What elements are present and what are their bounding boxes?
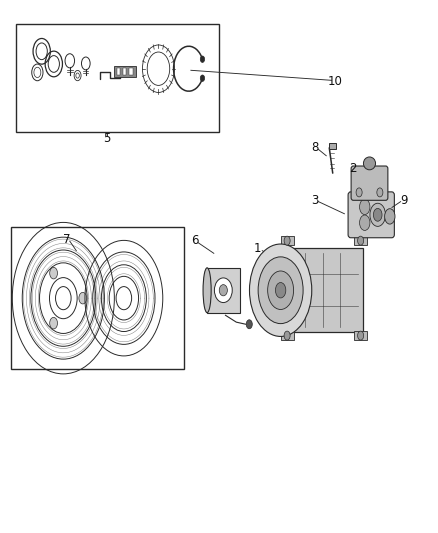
Ellipse shape	[284, 236, 290, 245]
Ellipse shape	[49, 317, 57, 329]
Ellipse shape	[373, 208, 382, 221]
Ellipse shape	[360, 215, 370, 230]
Ellipse shape	[258, 257, 303, 324]
Ellipse shape	[200, 56, 205, 62]
FancyBboxPatch shape	[348, 192, 394, 238]
Ellipse shape	[370, 203, 385, 227]
Bar	[123, 68, 127, 75]
Ellipse shape	[276, 282, 286, 298]
Ellipse shape	[377, 188, 383, 197]
Ellipse shape	[360, 199, 370, 215]
Ellipse shape	[356, 188, 362, 197]
Ellipse shape	[357, 236, 364, 245]
Bar	[281, 236, 293, 245]
Text: 2: 2	[350, 163, 357, 175]
Text: 8: 8	[311, 141, 319, 154]
Bar	[117, 68, 120, 75]
Ellipse shape	[200, 75, 205, 82]
Ellipse shape	[219, 285, 227, 296]
Ellipse shape	[203, 268, 211, 313]
Ellipse shape	[268, 271, 293, 310]
Bar	[114, 66, 136, 77]
Ellipse shape	[357, 331, 364, 340]
Ellipse shape	[246, 320, 252, 329]
Ellipse shape	[79, 293, 87, 304]
Bar	[283, 248, 363, 333]
Ellipse shape	[385, 209, 395, 224]
Text: 5: 5	[103, 132, 110, 145]
Text: 3: 3	[311, 193, 319, 207]
FancyBboxPatch shape	[351, 166, 388, 200]
Bar	[129, 68, 133, 75]
Text: 1: 1	[254, 241, 261, 255]
Ellipse shape	[49, 268, 57, 279]
Bar	[281, 331, 293, 341]
Ellipse shape	[250, 244, 312, 336]
Text: 6: 6	[191, 234, 199, 247]
Text: 7: 7	[63, 232, 71, 246]
Bar	[16, 24, 219, 132]
Bar	[354, 236, 367, 245]
Ellipse shape	[284, 331, 290, 340]
Bar	[207, 268, 240, 313]
Ellipse shape	[215, 278, 232, 303]
Bar	[11, 227, 184, 369]
Text: 10: 10	[328, 75, 343, 88]
Bar	[354, 331, 367, 341]
Ellipse shape	[364, 157, 375, 170]
Text: 9: 9	[400, 193, 408, 207]
Bar	[329, 143, 336, 149]
